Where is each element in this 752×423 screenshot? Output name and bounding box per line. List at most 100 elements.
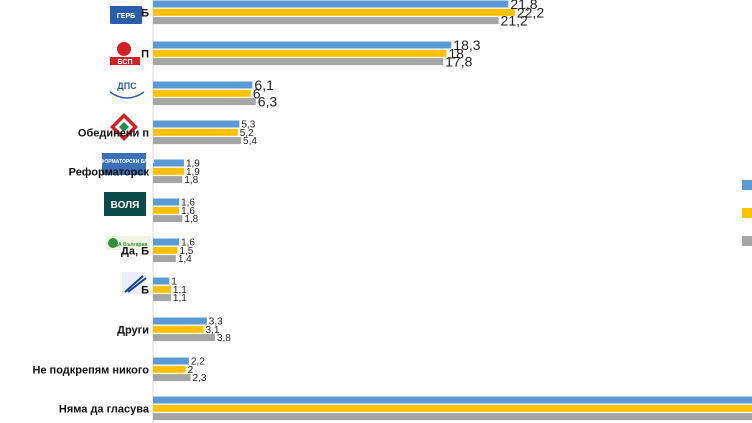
bar [153,215,183,223]
bar [153,374,191,382]
legend-swatch [742,180,752,190]
legend-swatch [742,236,752,246]
data-label: 1,8 [184,175,198,186]
bar [153,325,204,333]
party-logo [122,272,147,294]
gerb-logo: ГЕРБ [110,6,142,24]
volya-logo: ВОЛЯ [104,192,146,216]
category-label: Реформаторск [69,166,150,178]
data-label: 6 [253,85,261,101]
data-label: 5,3 [241,120,255,131]
data-label: 3,3 [209,317,223,328]
bar [153,334,215,342]
bar [153,89,251,97]
da-logo-bg [106,236,150,250]
category-label: Б [141,7,149,19]
data-label: 5,2 [240,128,254,139]
data-label: 1,9 [186,167,200,178]
rb-logo-text: РЕФОРМАТОРСКИ БЛОК [93,159,155,165]
data-label: 22,2 [517,4,544,20]
dps-logo-wreath [109,91,145,99]
bar [153,41,452,49]
bar [153,49,447,57]
data-label: 21,8 [510,0,537,12]
obedineni-patrioti-logo [110,113,138,141]
data-label: 1,5 [179,246,193,257]
data-label: 1,8 [184,214,198,225]
bar [153,17,499,25]
category-label: Други [117,324,149,336]
data-label: 1,4 [178,254,192,265]
data-label: 1,1 [173,285,187,296]
dps-logo-text: ДПС [117,81,137,91]
legend [742,180,752,246]
category-label: Да, Б [121,245,149,257]
volya-logo-bg [104,192,146,216]
da-bulgaria-logo: ДА България [106,236,150,250]
data-label: 1,1 [173,293,187,304]
da-logo-circle [108,238,118,248]
data-label: 6,1 [254,77,274,93]
data-label: 5,4 [243,136,257,147]
category-label: Обединени п [78,127,149,139]
bar [153,246,178,254]
reformatorski-blok-logo: РЕФОРМАТОРСКИ БЛОК [93,153,156,175]
data-label: 18,3 [453,37,480,53]
bar [153,238,180,246]
data-label: 1,6 [181,198,195,209]
bar [153,206,180,214]
data-label: 1,6 [181,206,195,217]
bar [153,396,752,404]
data-label: 21,2 [501,13,528,29]
bar [153,198,180,206]
data-label: 6,3 [258,94,278,110]
bar [153,58,444,66]
bar [153,128,238,136]
bar [153,277,170,285]
data-label: 3,1 [206,325,220,336]
category-label: Няма да гласува [59,403,150,415]
dps-logo: ДПС [109,81,145,99]
bar [153,137,242,145]
party-logo-marks [124,275,147,293]
bsp-logo-band [110,57,140,65]
bar [153,294,171,302]
bars-layer [153,0,752,421]
bar [153,120,240,128]
data-label: 2,2 [191,357,205,368]
data-label: 2,3 [192,373,206,384]
bar [153,357,189,365]
legend-swatch [742,208,752,218]
bar [153,404,752,412]
data-label: 1 [171,277,177,288]
data-label: 17,8 [445,54,472,70]
bar [153,98,256,106]
category-label: П [141,48,149,60]
gerb-logo-text: ГЕРБ [117,13,135,20]
bar [153,167,184,175]
volya-logo-text: ВОЛЯ [111,200,140,211]
bsp-logo: БСП [110,42,140,66]
bar [153,365,186,373]
bar [153,8,515,16]
logos-layer: ГЕРБ БСП ДПС РЕФОРМАТОРСКИ БЛОК ВОЛЯ ДА Бълга… [93,6,156,294]
labels-layer: 21,822,221,2Б18,31817,8П6,166,35,35,25,4… [32,0,544,415]
category-label: Не подкрепям никого [32,364,149,376]
bsp-logo-rose [117,42,131,56]
category-label: Б [141,284,149,296]
bar [153,0,509,8]
bar [153,159,184,167]
bsp-logo-text: БСП [117,59,132,66]
bar [153,176,183,184]
bar [153,317,207,325]
bar [153,255,176,263]
logo-green-diamond [119,122,129,132]
data-label: 3,8 [217,333,231,344]
data-label: 1,9 [186,159,200,170]
bar [153,413,752,421]
rb-logo-bg [102,153,146,175]
gerb-logo-bg [110,6,142,24]
bar [153,285,171,293]
da-logo-text: ДА България [115,242,148,248]
